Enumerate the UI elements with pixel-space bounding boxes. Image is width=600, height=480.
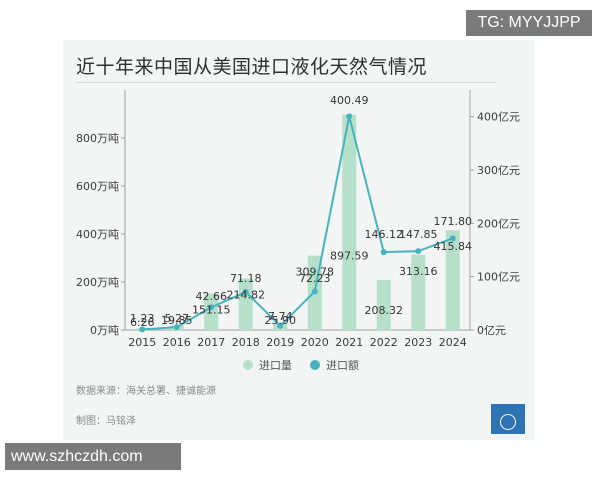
bar-label-2023: 313.16	[399, 265, 438, 278]
bar-label-2024: 415.84	[434, 240, 473, 253]
bar-label-2017: 151.15	[192, 304, 231, 317]
legend: 进口量 进口额	[243, 357, 359, 373]
x-tick-label: 2019	[266, 336, 294, 349]
point-2018	[242, 289, 249, 296]
left-tick-label: 200万吨	[76, 276, 119, 289]
bar-label-2018: 214.82	[227, 288, 266, 301]
chart-title: 近十年来中国从美国进口液化天然气情况	[76, 56, 428, 78]
x-tick-label: 2024	[439, 336, 467, 349]
left-tick-label: 0万吨	[90, 324, 119, 337]
legend-item-volume: 进口量	[243, 357, 292, 373]
left-tick-label: 600万吨	[76, 180, 119, 193]
x-tick-label: 2020	[301, 336, 329, 349]
bar-label-2021: 897.59	[330, 250, 369, 263]
point-2023	[415, 248, 422, 255]
bar-label-2019: 25.90	[265, 314, 297, 327]
watermark-bottom: www.szhczdh.com	[5, 443, 181, 470]
legend-label-volume: 进口量	[259, 359, 292, 372]
bar-2017	[204, 293, 219, 330]
watermark-top: TG: MYYJJPP	[466, 10, 592, 36]
point-2021	[346, 113, 353, 120]
left-tick-label: 400万吨	[76, 228, 119, 241]
globe-icon	[500, 414, 516, 430]
right-tick-label: 0亿元	[477, 324, 506, 337]
line-label-2021: 400.49	[330, 94, 369, 107]
line-label-2015: 1.23	[130, 312, 155, 325]
bar-2018	[238, 278, 253, 330]
x-tick-label: 2021	[335, 336, 363, 349]
x-tick-label: 2023	[404, 336, 432, 349]
legend-swatch-value	[310, 360, 320, 370]
right-tick-label: 200亿元	[477, 217, 520, 230]
line-label-2022: 146.12	[365, 228, 404, 241]
publisher-logo	[491, 404, 525, 434]
right-tick-label: 400亿元	[477, 111, 520, 124]
point-2015	[139, 326, 146, 333]
x-tick-label: 2022	[370, 336, 398, 349]
point-2017	[208, 304, 215, 311]
legend-label-value: 进口额	[326, 359, 359, 372]
data-source: 数据来源：海关总署、捷诚能源	[76, 386, 216, 397]
legend-item-value: 进口额	[310, 357, 359, 373]
bar-2022	[376, 280, 391, 330]
point-2020	[311, 288, 318, 295]
bar-label-2020: 309.78	[296, 266, 335, 279]
x-tick-label: 2018	[232, 336, 260, 349]
line-label-2017: 42.66	[196, 290, 228, 303]
chart-credit: 制图：马铭泽	[76, 416, 136, 427]
line-label-2016: 5.27	[165, 312, 190, 325]
bar-2024	[445, 230, 460, 330]
right-tick-label: 100亿元	[477, 271, 520, 284]
line-label-2018: 71.18	[230, 272, 262, 285]
line-label-2020: 72.23	[299, 272, 331, 285]
line-series-value	[142, 116, 454, 331]
line-label-2024: 171.80	[434, 215, 473, 228]
x-tick-label: 2016	[163, 336, 191, 349]
bar-label-2022: 208.32	[365, 304, 404, 317]
point-2024	[449, 235, 456, 242]
x-tick-label: 2015	[128, 336, 156, 349]
left-tick-label: 800万吨	[76, 132, 119, 145]
title-divider	[76, 82, 496, 83]
right-tick-label: 300亿元	[477, 164, 520, 177]
point-2016	[173, 324, 180, 331]
bar-label-2015: 6.26	[130, 316, 155, 329]
legend-swatch-volume	[243, 360, 253, 370]
point-2019	[277, 322, 284, 329]
line-label-2023: 147.85	[399, 228, 438, 241]
bar-2021	[342, 114, 357, 330]
point-2022	[380, 249, 387, 256]
line-label-2019: 7.74	[268, 310, 293, 323]
bar-label-2016: 19.85	[161, 314, 193, 327]
x-tick-label: 2017	[197, 336, 225, 349]
bar-2023	[411, 254, 426, 330]
